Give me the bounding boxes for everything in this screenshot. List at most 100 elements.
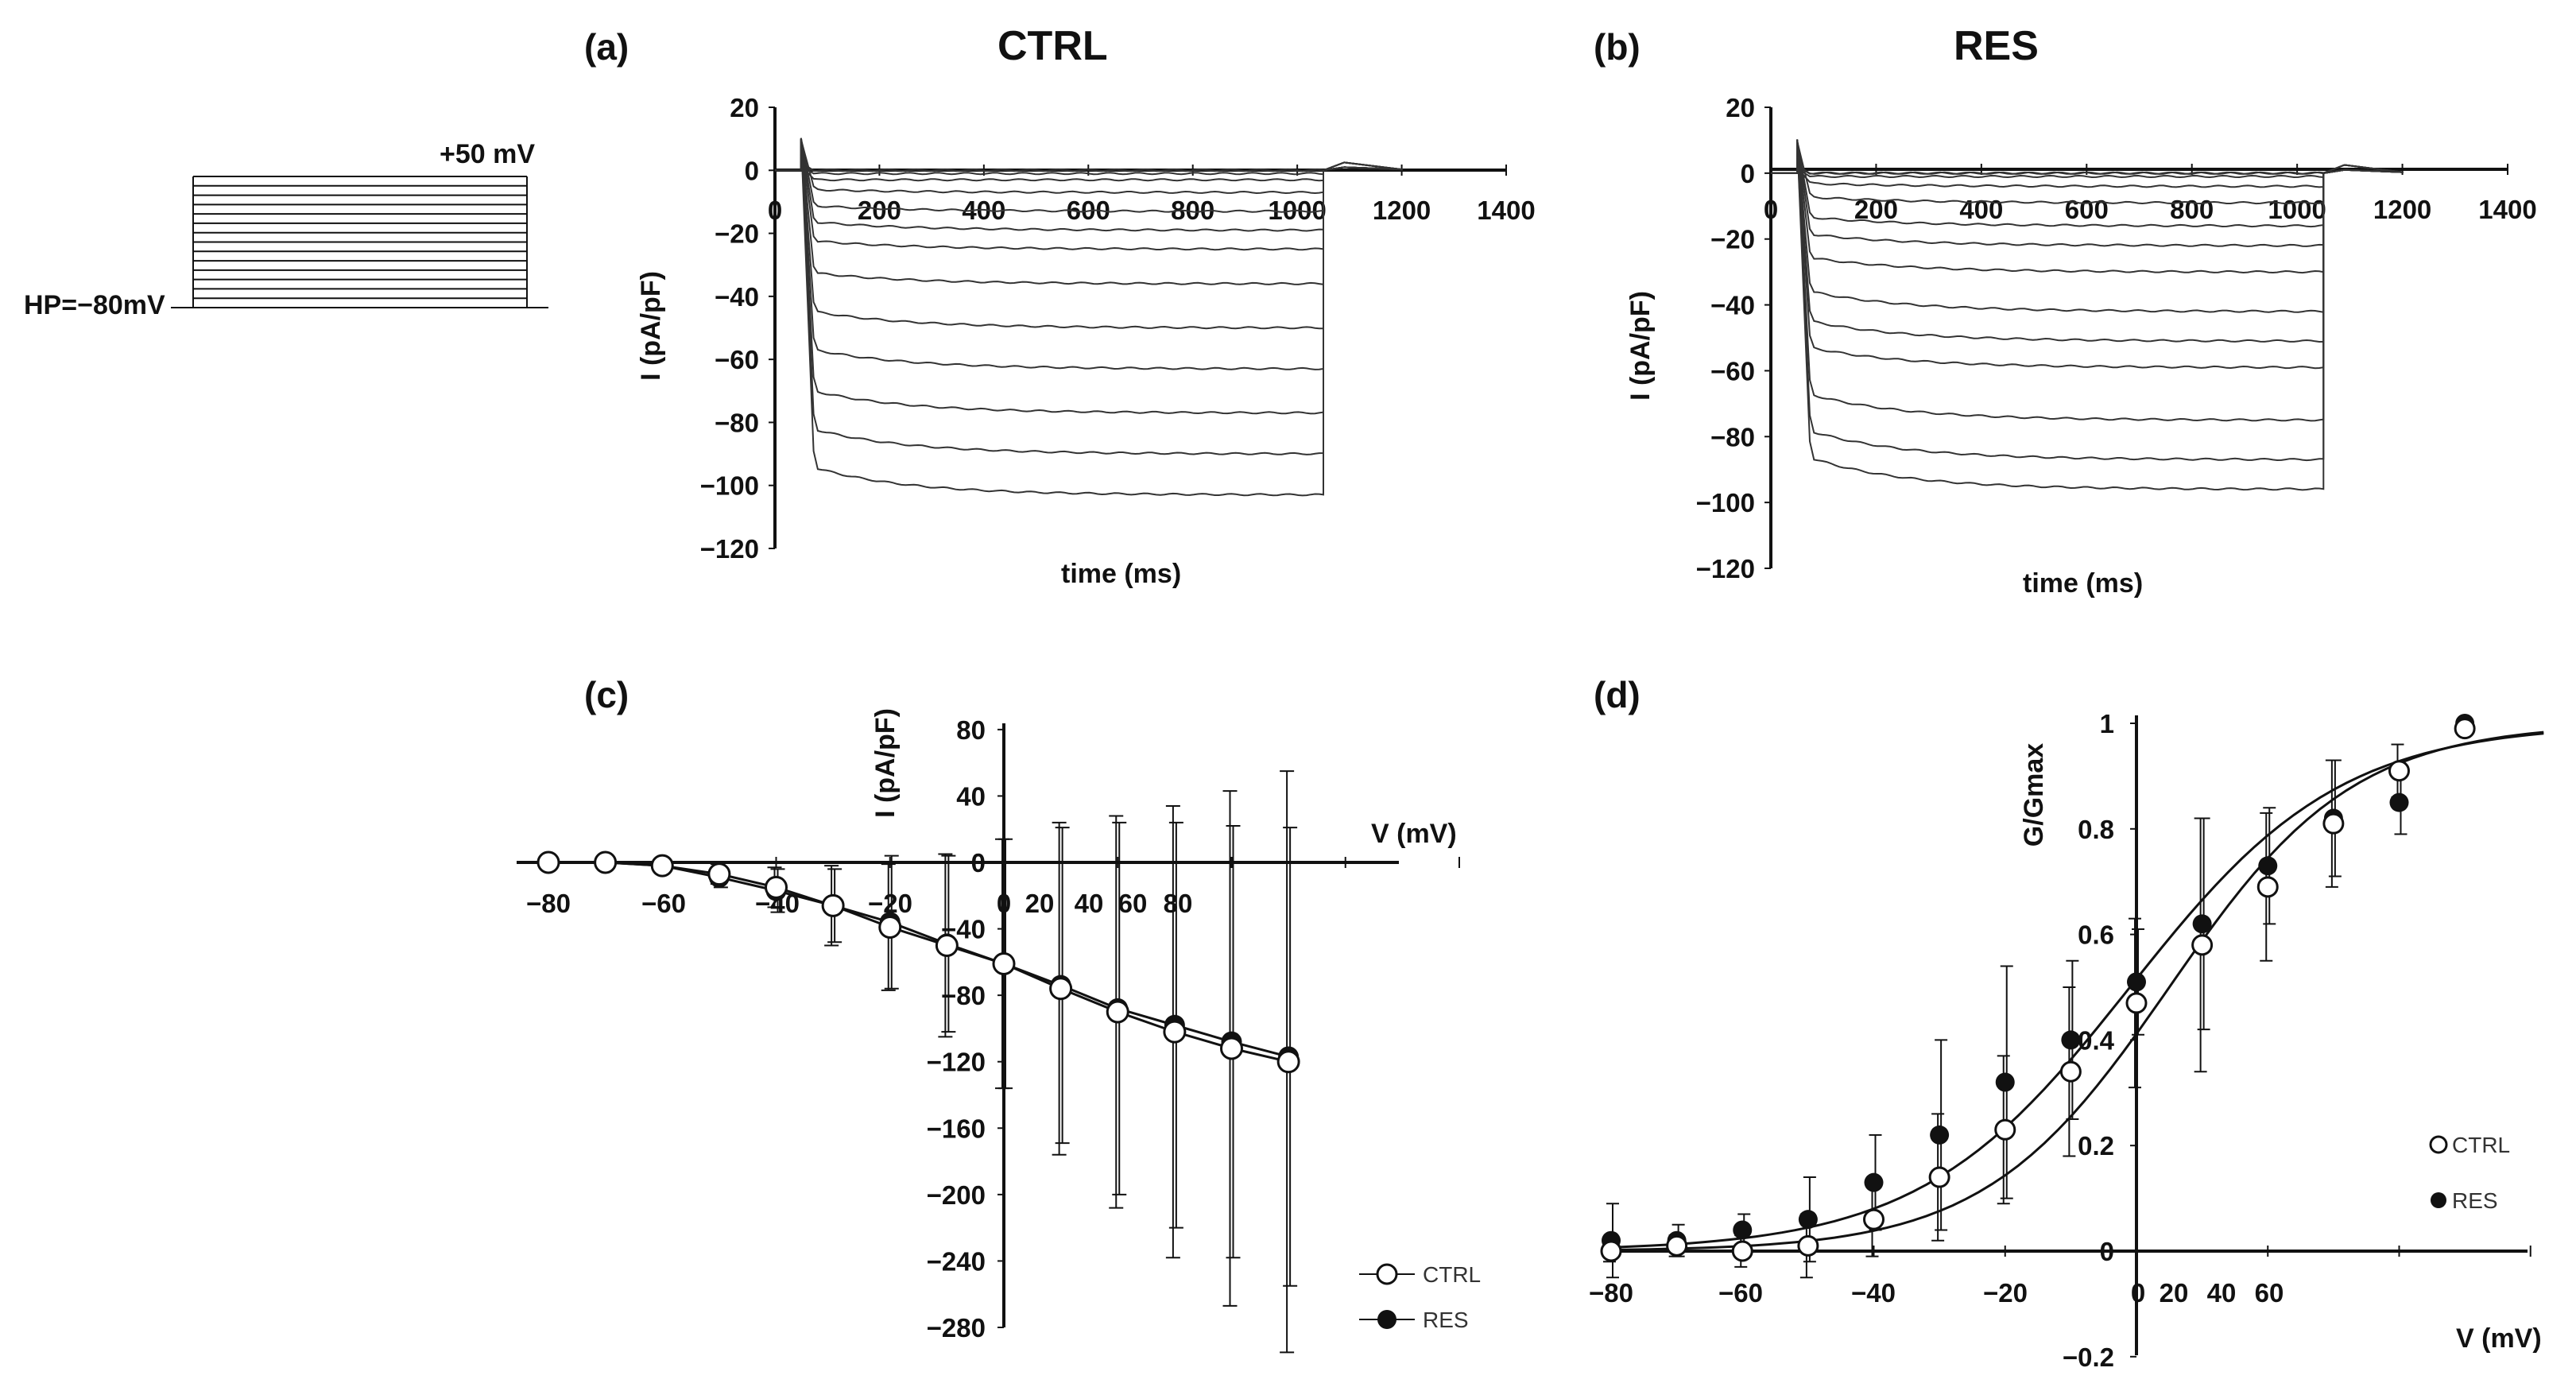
panel-c-point-ctrl [537, 850, 560, 874]
panel-b-y-label: I (pA/pF) [1625, 291, 1656, 401]
panel-a-current-trace [775, 138, 1403, 455]
panel-d-point-ctrl [2191, 934, 2214, 956]
panel-b-current-trace [1771, 139, 2404, 313]
panel-c-y-tick-label: −240 [927, 1246, 986, 1276]
panel-c-label: (c) [584, 674, 629, 715]
panel-a-current-trace [775, 139, 1403, 370]
panel-a-label: (a) [584, 26, 629, 68]
panel-d-point-ctrl [2059, 1060, 2082, 1083]
panel-b-current-trace [1771, 165, 2404, 179]
panel-c-point-ctrl [1049, 977, 1073, 1001]
panel-b-current-trace [1771, 139, 2404, 274]
panel-a-current-trace [775, 138, 1403, 232]
panel-d-point-ctrl [1928, 1166, 1950, 1188]
panel-c-y-tick-label: −200 [927, 1180, 986, 1210]
panel-c-y-label: I (pA/pF) [870, 708, 901, 818]
panel-d-point-ctrl [2322, 812, 2345, 835]
panel-c-point-ctrl [821, 893, 845, 917]
panel-b-title: RES [1954, 23, 2039, 69]
panel-d-point-ctrl [2256, 876, 2279, 898]
protocol-top-label: +50 mV [440, 139, 535, 169]
panel-d-label: (d) [1594, 674, 1641, 715]
panel-c-point-ctrl [1106, 1000, 1129, 1024]
panel-c-x-tick-label: 20 [1025, 889, 1055, 918]
panel-b-x-tick-label: 1000 [2268, 195, 2326, 224]
panel-b-current-trace [1771, 164, 2404, 175]
panel-a-current-trace [775, 138, 1403, 497]
panel-d-point-res [1864, 1172, 1884, 1192]
panel-c-point-ctrl [707, 862, 731, 886]
panel-c-legend-res-marker [1377, 1310, 1396, 1329]
panel-c-x-tick-label: 60 [1118, 889, 1148, 918]
panel-d-point-ctrl [1731, 1240, 1753, 1262]
panel-c-legend-res-label: RES [1423, 1308, 1469, 1332]
panel-b-current-trace [1771, 165, 2404, 188]
panel-b-y-tick-label: 20 [1726, 93, 1755, 122]
panel-d-point-ctrl [1600, 1240, 1622, 1262]
panel-b-current-trace [1771, 140, 2404, 343]
panel-c-x-tick-label: −80 [526, 889, 571, 918]
panel-b-current-trace [1771, 141, 2404, 370]
panel-a-x-label: time (ms) [1061, 559, 1181, 589]
panel-d-point-ctrl [1994, 1118, 2016, 1141]
panel-d-y-tick-label: 0.2 [2078, 1131, 2114, 1160]
panel-c-y-tick-label: −280 [927, 1313, 986, 1343]
panel-d-point-res [2061, 1030, 2081, 1050]
panel-b-res-traces: (b) RES 200−20−40−60−80−100−1200 200 400 60… [1594, 23, 2537, 599]
panel-a-current-trace [775, 139, 1403, 195]
panel-c-legend-ctrl-marker [1376, 1263, 1398, 1285]
panel-b-y-tick-label: −60 [1710, 356, 1755, 386]
panel-a-current-trace [775, 139, 1403, 330]
panel-d-legend-res-marker [2431, 1192, 2446, 1208]
panel-d-legend-ctrl-label: CTRL [2452, 1133, 2510, 1157]
panel-d-x-label: V (mV) [2456, 1323, 2542, 1354]
panel-a-current-trace [775, 138, 1403, 251]
panel-a-y-tick-label: −60 [715, 345, 759, 374]
panel-d-y-label: G/Gmax [2019, 743, 2049, 847]
panel-b-x-tick-label: 800 [2170, 195, 2214, 224]
panel-b-current-trace [1771, 140, 2404, 228]
panel-b-x-tick-label: 1200 [2373, 195, 2431, 224]
panel-b-x-tick-label: 0 [1764, 195, 1778, 224]
panel-a-current-trace [775, 138, 1403, 213]
panel-d-y-tick-label: 1 [2100, 709, 2114, 738]
panel-d-y-tick-label: 0 [2100, 1237, 2114, 1266]
panel-b-current-trace [1771, 139, 2404, 247]
panel-d-point-res [2127, 972, 2146, 992]
panel-b-y-tick-label: −80 [1710, 422, 1755, 451]
panel-c-point-ctrl [1220, 1036, 1243, 1060]
panel-b-y-tick-label: −100 [1696, 488, 1755, 517]
panel-a-x-tick-label: 200 [858, 196, 901, 225]
panel-a-current-trace [775, 162, 1403, 182]
panel-b-y-tick-label: 0 [1741, 159, 1755, 188]
panel-a-y-tick-label: 20 [730, 93, 759, 122]
panel-c-x-tick-label: −60 [641, 889, 686, 918]
panel-c-point-ctrl [594, 850, 618, 874]
panel-b-label: (b) [1594, 26, 1641, 68]
panel-b-x-tick-label: 400 [1959, 195, 2003, 224]
panel-d-conductance-curve: (d) 10.80.60.40.20−0.2−80 −60 −40 −20 0 20 40 6… [1589, 674, 2544, 1372]
voltage-protocol-diagram: +50 mV HP=−80mV [24, 139, 548, 320]
panel-a-x-tick-label: 0 [768, 196, 782, 225]
panel-c-y-tick-label: −160 [927, 1114, 986, 1143]
protocol-step-lines [193, 176, 527, 300]
panel-d-point-ctrl [2454, 718, 2476, 740]
panel-d-y-tick-label: 0.8 [2078, 815, 2114, 844]
panel-d-x-tick-label: 0 [2131, 1278, 2145, 1308]
panel-d-point-ctrl [2388, 760, 2410, 782]
panel-d-x-tick-label: −80 [1589, 1278, 1633, 1308]
panel-a-y-tick-label: −100 [700, 471, 759, 501]
panel-b-y-tick-label: −40 [1710, 291, 1755, 320]
panel-d-point-res [1798, 1210, 1818, 1230]
panel-a-y-tick-label: 0 [745, 156, 759, 185]
panel-d-legend-ctrl-marker [2429, 1135, 2448, 1154]
panel-b-x-tick-label: 600 [2065, 195, 2109, 224]
panel-a-ctrl-traces: (a) CTRL 200−20−40−60−80−100−1200 200 400 6… [584, 23, 1536, 589]
panel-a-current-trace [775, 161, 1403, 176]
panel-a-y-tick-label: −20 [715, 219, 759, 249]
panel-b-y-tick-label: −20 [1710, 225, 1755, 254]
panel-c-point-ctrl [992, 951, 1016, 975]
panel-d-x-tick-label: 60 [2255, 1278, 2284, 1308]
panel-a-current-trace [775, 139, 1403, 415]
panel-d-legend-res-label: RES [2452, 1188, 2498, 1213]
